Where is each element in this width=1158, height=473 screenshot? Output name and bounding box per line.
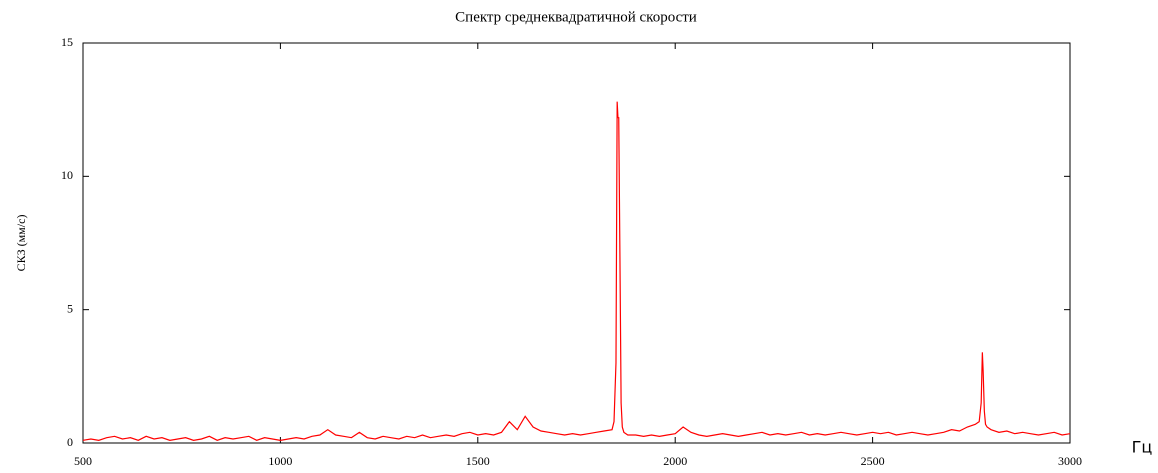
y-tick-label: 10 <box>61 168 73 182</box>
x-axis-label: Гц <box>1132 438 1153 457</box>
chart-title: Спектр среднеквадратичной скорости <box>455 9 697 25</box>
plot-frame <box>82 42 1071 444</box>
x-tick-label: 1500 <box>466 454 490 468</box>
data-line <box>82 101 1071 441</box>
x-tick-label: 3000 <box>1058 454 1082 468</box>
x-tick-label: 500 <box>74 454 92 468</box>
x-tick-label: 2000 <box>663 454 687 468</box>
x-tick-label: 1000 <box>268 454 292 468</box>
x-tick-label: 2500 <box>861 454 885 468</box>
y-tick-label: 15 <box>61 35 73 49</box>
y-axis-label: СКЗ (мм/с) <box>14 215 28 272</box>
y-tick-label: 0 <box>67 435 73 449</box>
y-tick-label: 5 <box>67 301 73 315</box>
